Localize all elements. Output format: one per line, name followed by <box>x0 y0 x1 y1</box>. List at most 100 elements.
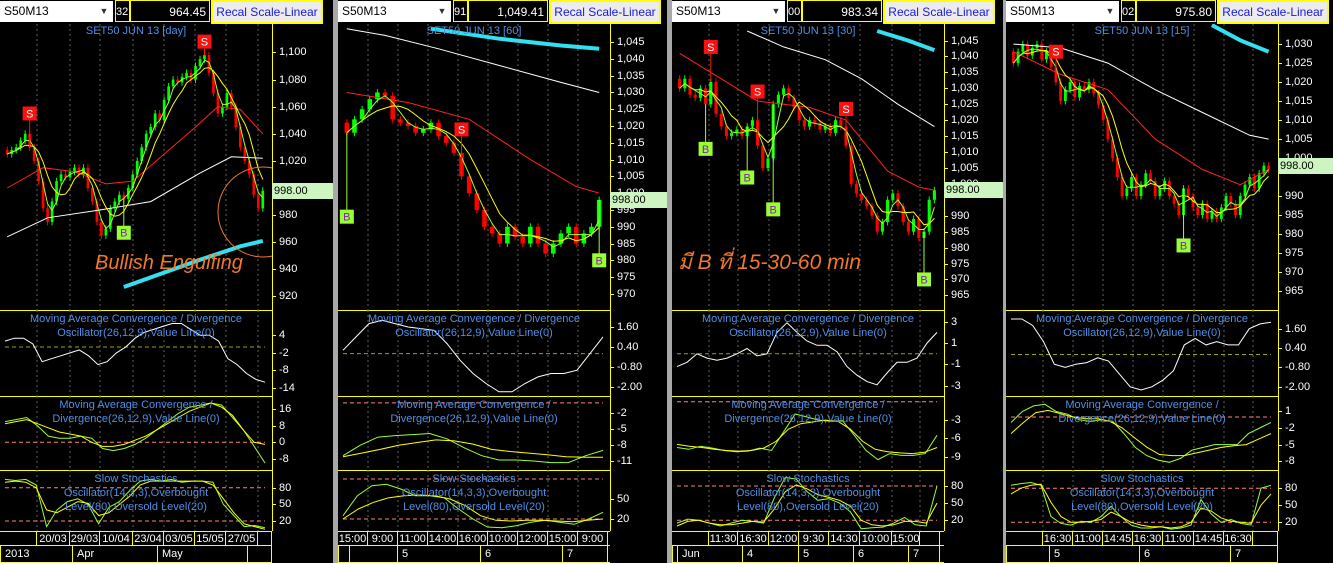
candle-body <box>1248 177 1252 185</box>
candle-body <box>1177 203 1181 216</box>
axis-tick <box>944 88 948 90</box>
axis-tick <box>272 521 276 523</box>
indicator-pane-stochastic <box>4 470 266 531</box>
axis-tick <box>1278 505 1282 507</box>
candle <box>505 223 510 247</box>
candle <box>171 76 175 90</box>
candle-body <box>382 92 388 96</box>
candle-body <box>1111 139 1115 159</box>
candle <box>1139 181 1143 200</box>
candle-body <box>901 206 905 223</box>
candle-body <box>1134 177 1138 197</box>
candle-body <box>693 94 697 98</box>
candle <box>405 119 411 130</box>
symbol-dropdown[interactable]: S50M13 ▼ <box>672 1 785 22</box>
chevron-down-icon[interactable]: ▼ <box>99 6 109 16</box>
indicator-axis-label: -11 <box>617 455 633 467</box>
axis-tick <box>272 370 276 372</box>
candle <box>1177 200 1181 219</box>
candle-body <box>1125 188 1129 197</box>
candle-body <box>1243 184 1247 197</box>
candle <box>543 240 548 258</box>
candle <box>100 218 103 239</box>
candle-body <box>234 106 238 128</box>
candle-body <box>917 218 921 239</box>
chevron-down-icon[interactable]: ▼ <box>771 6 781 16</box>
candle <box>1243 181 1247 200</box>
axis-tick <box>944 247 948 249</box>
candle-body <box>1262 165 1266 174</box>
chevron-down-icon[interactable]: ▼ <box>437 6 447 16</box>
time-axis-row: 20/03 29/03 10/04 23/04 03/05 15/05 27/05 <box>0 531 272 546</box>
candle <box>912 215 916 236</box>
indicator-axis-label: -14 <box>279 382 295 395</box>
candle-body <box>37 160 40 182</box>
time-axis-cell: 16:30 <box>738 532 769 546</box>
time-axis-cell: 11:00 <box>398 532 428 546</box>
recal-scale-button[interactable]: Recal Scale-Linear <box>549 0 661 24</box>
candle <box>158 110 161 124</box>
price-axis-label: 965 <box>951 289 970 302</box>
candle-body <box>185 72 188 77</box>
indicator-title: Slow Stochastics Oscillator(14,3,3),Over… <box>735 473 881 513</box>
axis-tick <box>1278 444 1282 446</box>
candle-body <box>1234 203 1237 216</box>
candle <box>23 130 27 145</box>
indicator-axis-label: 50 <box>617 493 630 505</box>
pane-separator <box>0 396 272 397</box>
axis-tick <box>272 106 276 108</box>
candle <box>927 196 931 236</box>
candle-body <box>719 113 723 127</box>
annotation-text: Bullish Engulfing <box>95 252 243 274</box>
candle-body <box>59 174 63 182</box>
indicator-axis-label: -3 <box>951 379 961 392</box>
axis-tick <box>1278 348 1282 350</box>
candle-body <box>171 79 175 87</box>
moving-average-line <box>1013 51 1269 186</box>
chart-panel-60: S50M13 ▼ 91 1,049.41 Recal Scale-Linear B S B SE… <box>338 0 667 563</box>
indicator-axis-label: -5 <box>1285 438 1295 451</box>
buy-signal-marker: B <box>116 198 131 240</box>
axis-tick <box>1278 139 1282 141</box>
candle-body <box>797 107 801 121</box>
time-axis-cell: 16:30 <box>1133 532 1163 546</box>
indicator-line <box>342 432 604 464</box>
candle <box>1205 200 1209 223</box>
axis-tick <box>610 243 614 245</box>
symbol-dropdown[interactable]: S50M13 ▼ <box>338 1 451 22</box>
candle-body <box>927 199 931 232</box>
moving-average-line-green <box>6 59 264 230</box>
candle-body <box>875 215 879 232</box>
candle-body <box>735 129 739 133</box>
axis-tick <box>944 520 948 522</box>
candle-body <box>512 226 518 237</box>
recal-scale-button[interactable]: Recal Scale-Linear <box>883 0 995 24</box>
signal-box <box>1048 44 1063 59</box>
indicator-axis-label: -0.80 <box>1285 361 1311 374</box>
candle <box>854 180 858 197</box>
candle <box>185 69 188 81</box>
axis-tick <box>1278 234 1282 236</box>
candle <box>1134 173 1138 200</box>
symbol-dropdown[interactable]: S50M13 ▼ <box>1006 1 1119 22</box>
candle-body <box>678 78 682 89</box>
axis-tick <box>272 352 276 354</box>
pane-separator <box>0 470 272 471</box>
candle <box>243 143 247 165</box>
axis-tick <box>610 126 614 128</box>
chevron-down-icon[interactable]: ▼ <box>1105 6 1115 16</box>
indicator-line <box>1010 483 1272 529</box>
indicator-line <box>676 484 938 527</box>
signal-box <box>698 141 713 156</box>
candle-body <box>239 127 242 148</box>
price-chart: B S B <box>339 24 607 310</box>
buy-signal-marker: B <box>339 132 354 224</box>
signal-label: S <box>707 42 714 54</box>
buy-signal-marker: B <box>917 231 931 287</box>
recal-scale-button[interactable]: Recal Scale-Linear <box>211 0 323 24</box>
axis-tick <box>272 160 276 162</box>
candle-body <box>390 95 395 120</box>
symbol-dropdown[interactable]: S50M13 ▼ <box>0 1 113 22</box>
moving-average-line-yellow <box>6 67 264 217</box>
recal-scale-button[interactable]: Recal Scale-Linear <box>1217 0 1329 24</box>
